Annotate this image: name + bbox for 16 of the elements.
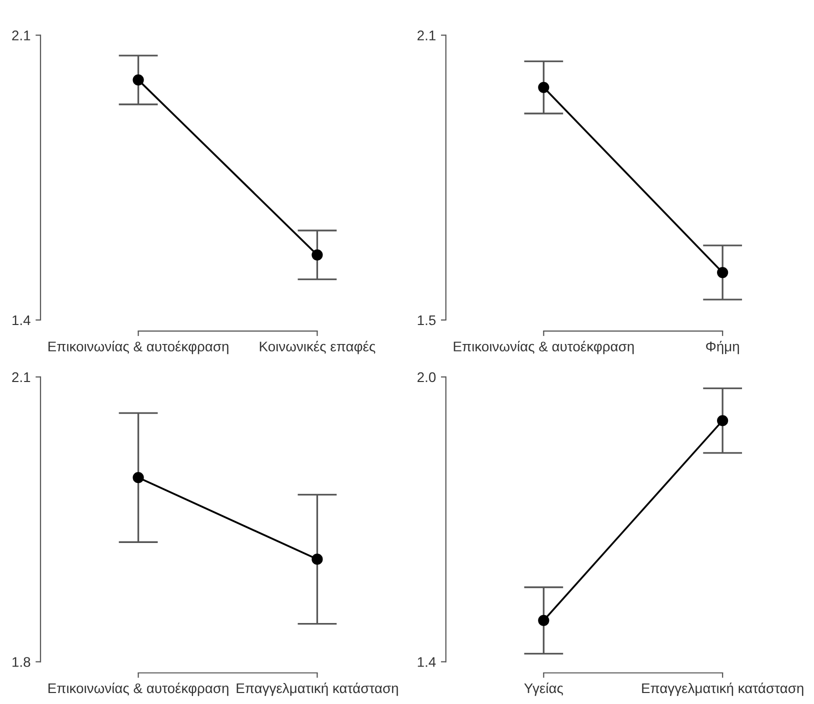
y-tick-label: 1.5 [418, 315, 436, 326]
x-tick-label: Επικοινωνίας & αυτοέκφραση [48, 340, 228, 354]
y-tick-label: 2.1 [12, 372, 30, 382]
y-tick-label: 1.4 [418, 657, 436, 667]
x-tick-label: Επαγγελματική κατάσταση [642, 682, 804, 696]
y-tick-label: 1.4 [12, 315, 30, 326]
x-tick-label: Υγείας [524, 682, 564, 696]
x-tick-label: Επικοινωνίας & αυτοέκφραση [48, 682, 228, 696]
y-tick-label: 2.1 [418, 30, 436, 40]
x-tick-label: Επικοινωνίας & αυτοέκφραση [454, 340, 634, 354]
y-tick-label: 1.8 [12, 657, 30, 667]
x-tick-label: Φήμη [706, 340, 739, 354]
x-tick-label: Επαγγελματική κατάσταση [236, 682, 398, 696]
y-tick-label: 2.0 [418, 372, 436, 382]
x-tick-label: Κοινωνικές επαφές [260, 340, 376, 354]
y-tick-label: 2.1 [12, 30, 30, 40]
